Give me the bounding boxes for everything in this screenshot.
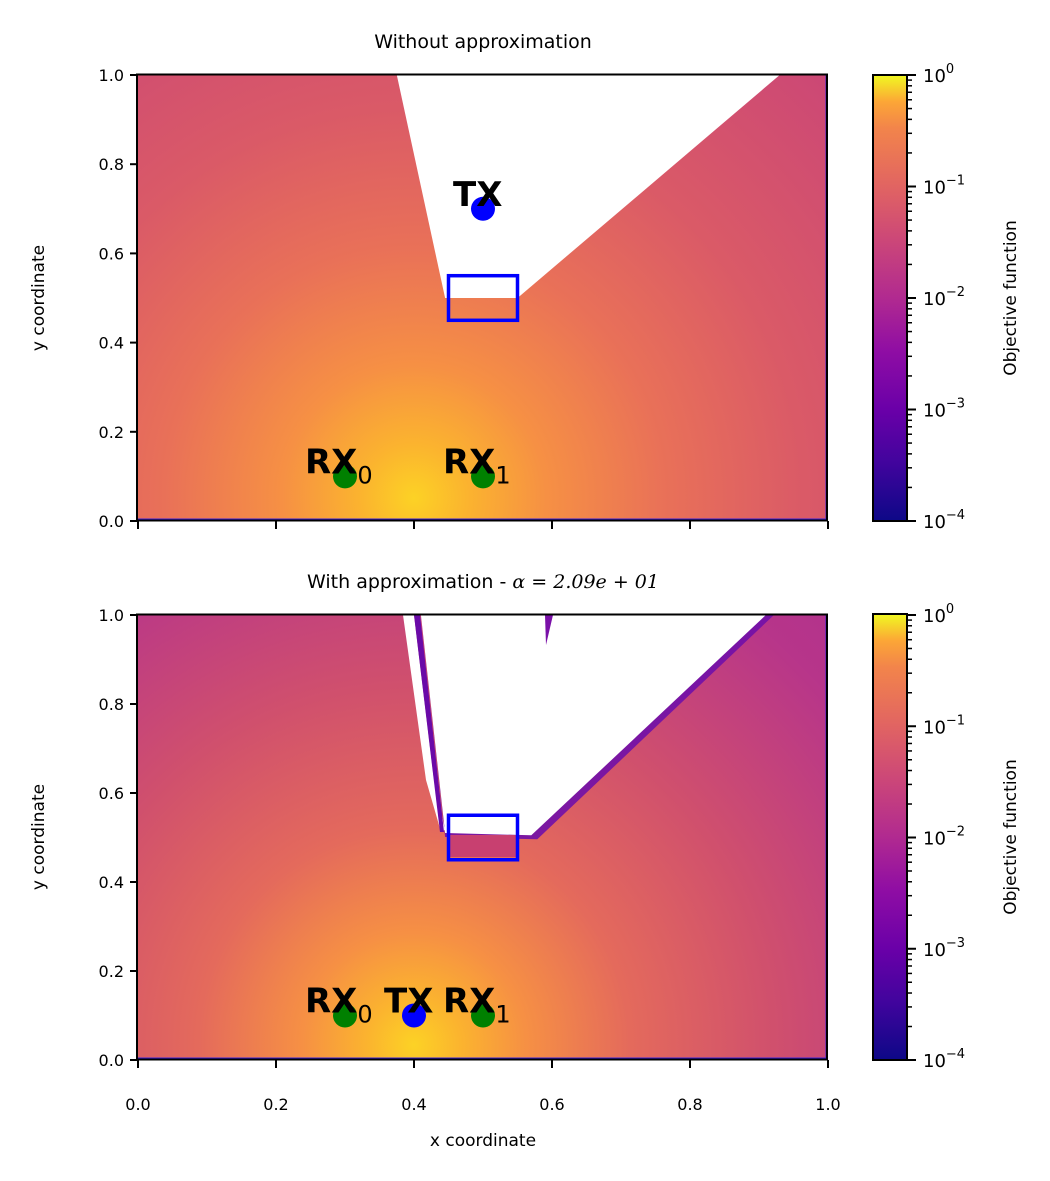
bottom-point-rx0	[333, 1003, 357, 1028]
bottom-ytick-label: 1.0	[99, 606, 124, 625]
top-cbar-tick-base: 10	[923, 178, 946, 199]
top-cbar-tick-base: 10	[923, 289, 946, 310]
top-point-label-tx: TX	[453, 175, 502, 215]
top-label-sub-rx0: 0	[357, 461, 372, 489]
bottom-ytick-label: 0.2	[99, 962, 124, 981]
bottom-title-text: With approximation -	[307, 571, 512, 593]
top-ytick-label: 0.2	[99, 423, 124, 442]
top-obstacle-rect	[446, 273, 520, 323]
bottom-y-axis-label: y coordinate	[29, 784, 49, 890]
bottom-cbar-tick-exp: −3	[946, 936, 965, 951]
bottom-xtick-label: 0.6	[539, 1095, 564, 1114]
top-cbar-tick-label: 10−4	[923, 508, 965, 533]
bottom-cbar-tick-exp: 0	[946, 602, 954, 617]
bottom-xtick-label: 0.0	[125, 1095, 150, 1114]
bottom-point-label-rx1: RX1	[443, 982, 511, 1029]
bottom-title-math: α = 2.09e + 01	[512, 571, 659, 593]
top-cbar-tick-base: 10	[923, 401, 946, 422]
top-axes-frame	[136, 73, 828, 522]
top-cbar-tick-label: 10−2	[923, 285, 965, 310]
top-cbar-tick-exp: 0	[946, 62, 954, 77]
bottom-colorbar-label: Objective function	[1001, 759, 1021, 914]
bottom-cbar-tick-label: 100	[923, 602, 954, 627]
bottom-ytick-label: 0.8	[99, 695, 124, 714]
top-title: Without approximation	[374, 31, 592, 53]
bottom-cbar-tick-label: 10−2	[923, 825, 965, 850]
bottom-title: With approximation - α = 2.09e + 01	[307, 571, 659, 593]
bottom-point-tx	[402, 1003, 426, 1028]
bottom-point-label-rx0: RX0	[305, 982, 373, 1029]
top-cbar-tick-base: 10	[923, 512, 946, 533]
top-ytick-label: 0.6	[99, 244, 124, 263]
top-ytick-label: 0.4	[99, 334, 124, 353]
bottom-colorbar-gradient	[872, 613, 908, 1061]
bottom-cbar-tick-base: 10	[923, 1051, 946, 1072]
bottom-obstacle-fill	[448, 835, 517, 857]
bottom-x-axis-label: x coordinate	[430, 1131, 536, 1151]
bottom-cbar-tick-label: 10−3	[923, 936, 965, 961]
bottom-xtick-label: 0.4	[401, 1095, 426, 1114]
top-cbar-tick-label: 100	[923, 62, 954, 87]
top-point-rx0	[333, 464, 357, 489]
bottom-point-label-tx: TX	[384, 982, 433, 1022]
top-point-tx	[471, 196, 495, 221]
bottom-ytick-label: 0.0	[99, 1051, 124, 1070]
bottom-cbar-tick-base: 10	[923, 717, 946, 738]
top-cbar-tick-exp: −2	[946, 285, 965, 300]
top-point-label-rx0: RX0	[305, 442, 373, 489]
top-cbar-tick-base: 10	[923, 66, 946, 87]
bottom-point-rx1	[471, 1003, 495, 1028]
bottom-cbar-tick-base: 10	[923, 829, 946, 850]
bottom-shadow-region	[420, 615, 766, 836]
top-point-rx1	[471, 464, 495, 489]
bottom-shadow-sliver	[403, 615, 445, 832]
bottom-label-sub-rx1: 1	[495, 1001, 510, 1029]
bottom-label-text-tx: TX	[384, 982, 433, 1022]
top-cbar-tick-label: 10−3	[923, 397, 965, 422]
bottom-axes: With approximation - α = 2.09e + 01 TXRX…	[29, 571, 841, 1151]
bottom-cbar-tick-exp: −1	[946, 713, 965, 728]
bottom-cbar-tick-exp: −2	[946, 825, 965, 840]
bottom-obstacle-rect	[446, 813, 520, 862]
bottom-cbar-tick-label: 10−1	[923, 713, 965, 738]
bottom-shadow-streak	[414, 615, 444, 832]
bottom-label-sub-rx0: 0	[357, 1001, 372, 1029]
top-ytick-label: 0.8	[99, 155, 124, 174]
top-colorbar-label: Objective function	[1001, 220, 1021, 375]
bottom-label-text-rx1: RX	[443, 982, 495, 1022]
top-label-text-rx1: RX	[443, 442, 495, 482]
bottom-ytick-label: 0.4	[99, 873, 124, 892]
bottom-xtick-label: 0.2	[263, 1095, 288, 1114]
top-label-text-rx0: RX	[305, 442, 357, 482]
top-ytick-label: 0.0	[99, 512, 124, 531]
top-ytick-label: 1.0	[99, 66, 124, 85]
top-colorbar-gradient	[872, 74, 908, 522]
bottom-cbar-tick-base: 10	[923, 606, 946, 627]
bottom-cbar-tick-exp: −4	[946, 1047, 965, 1062]
bottom-ytick-label: 0.6	[99, 784, 124, 803]
top-cbar-tick-exp: −4	[946, 508, 965, 523]
top-point-label-rx1: RX1	[443, 442, 511, 489]
top-y-axis-label: y coordinate	[29, 245, 49, 351]
bottom-cbar-tick-base: 10	[923, 940, 946, 961]
bottom-label-text-rx0: RX	[305, 982, 357, 1022]
top-shadow-region	[396, 75, 780, 298]
bottom-shadow-spike	[545, 615, 553, 645]
top-cbar-tick-label: 10−1	[923, 174, 965, 199]
top-label-text-tx: TX	[453, 175, 502, 215]
top-cbar-tick-exp: −1	[946, 174, 965, 189]
bottom-cbar-tick-label: 10−4	[923, 1047, 965, 1072]
bottom-axes-frame	[136, 613, 828, 1061]
top-label-sub-rx1: 1	[495, 461, 510, 489]
top-cbar-tick-exp: −3	[946, 397, 965, 412]
bottom-xtick-label: 1.0	[815, 1095, 840, 1114]
bottom-xtick-label: 0.8	[677, 1095, 702, 1114]
